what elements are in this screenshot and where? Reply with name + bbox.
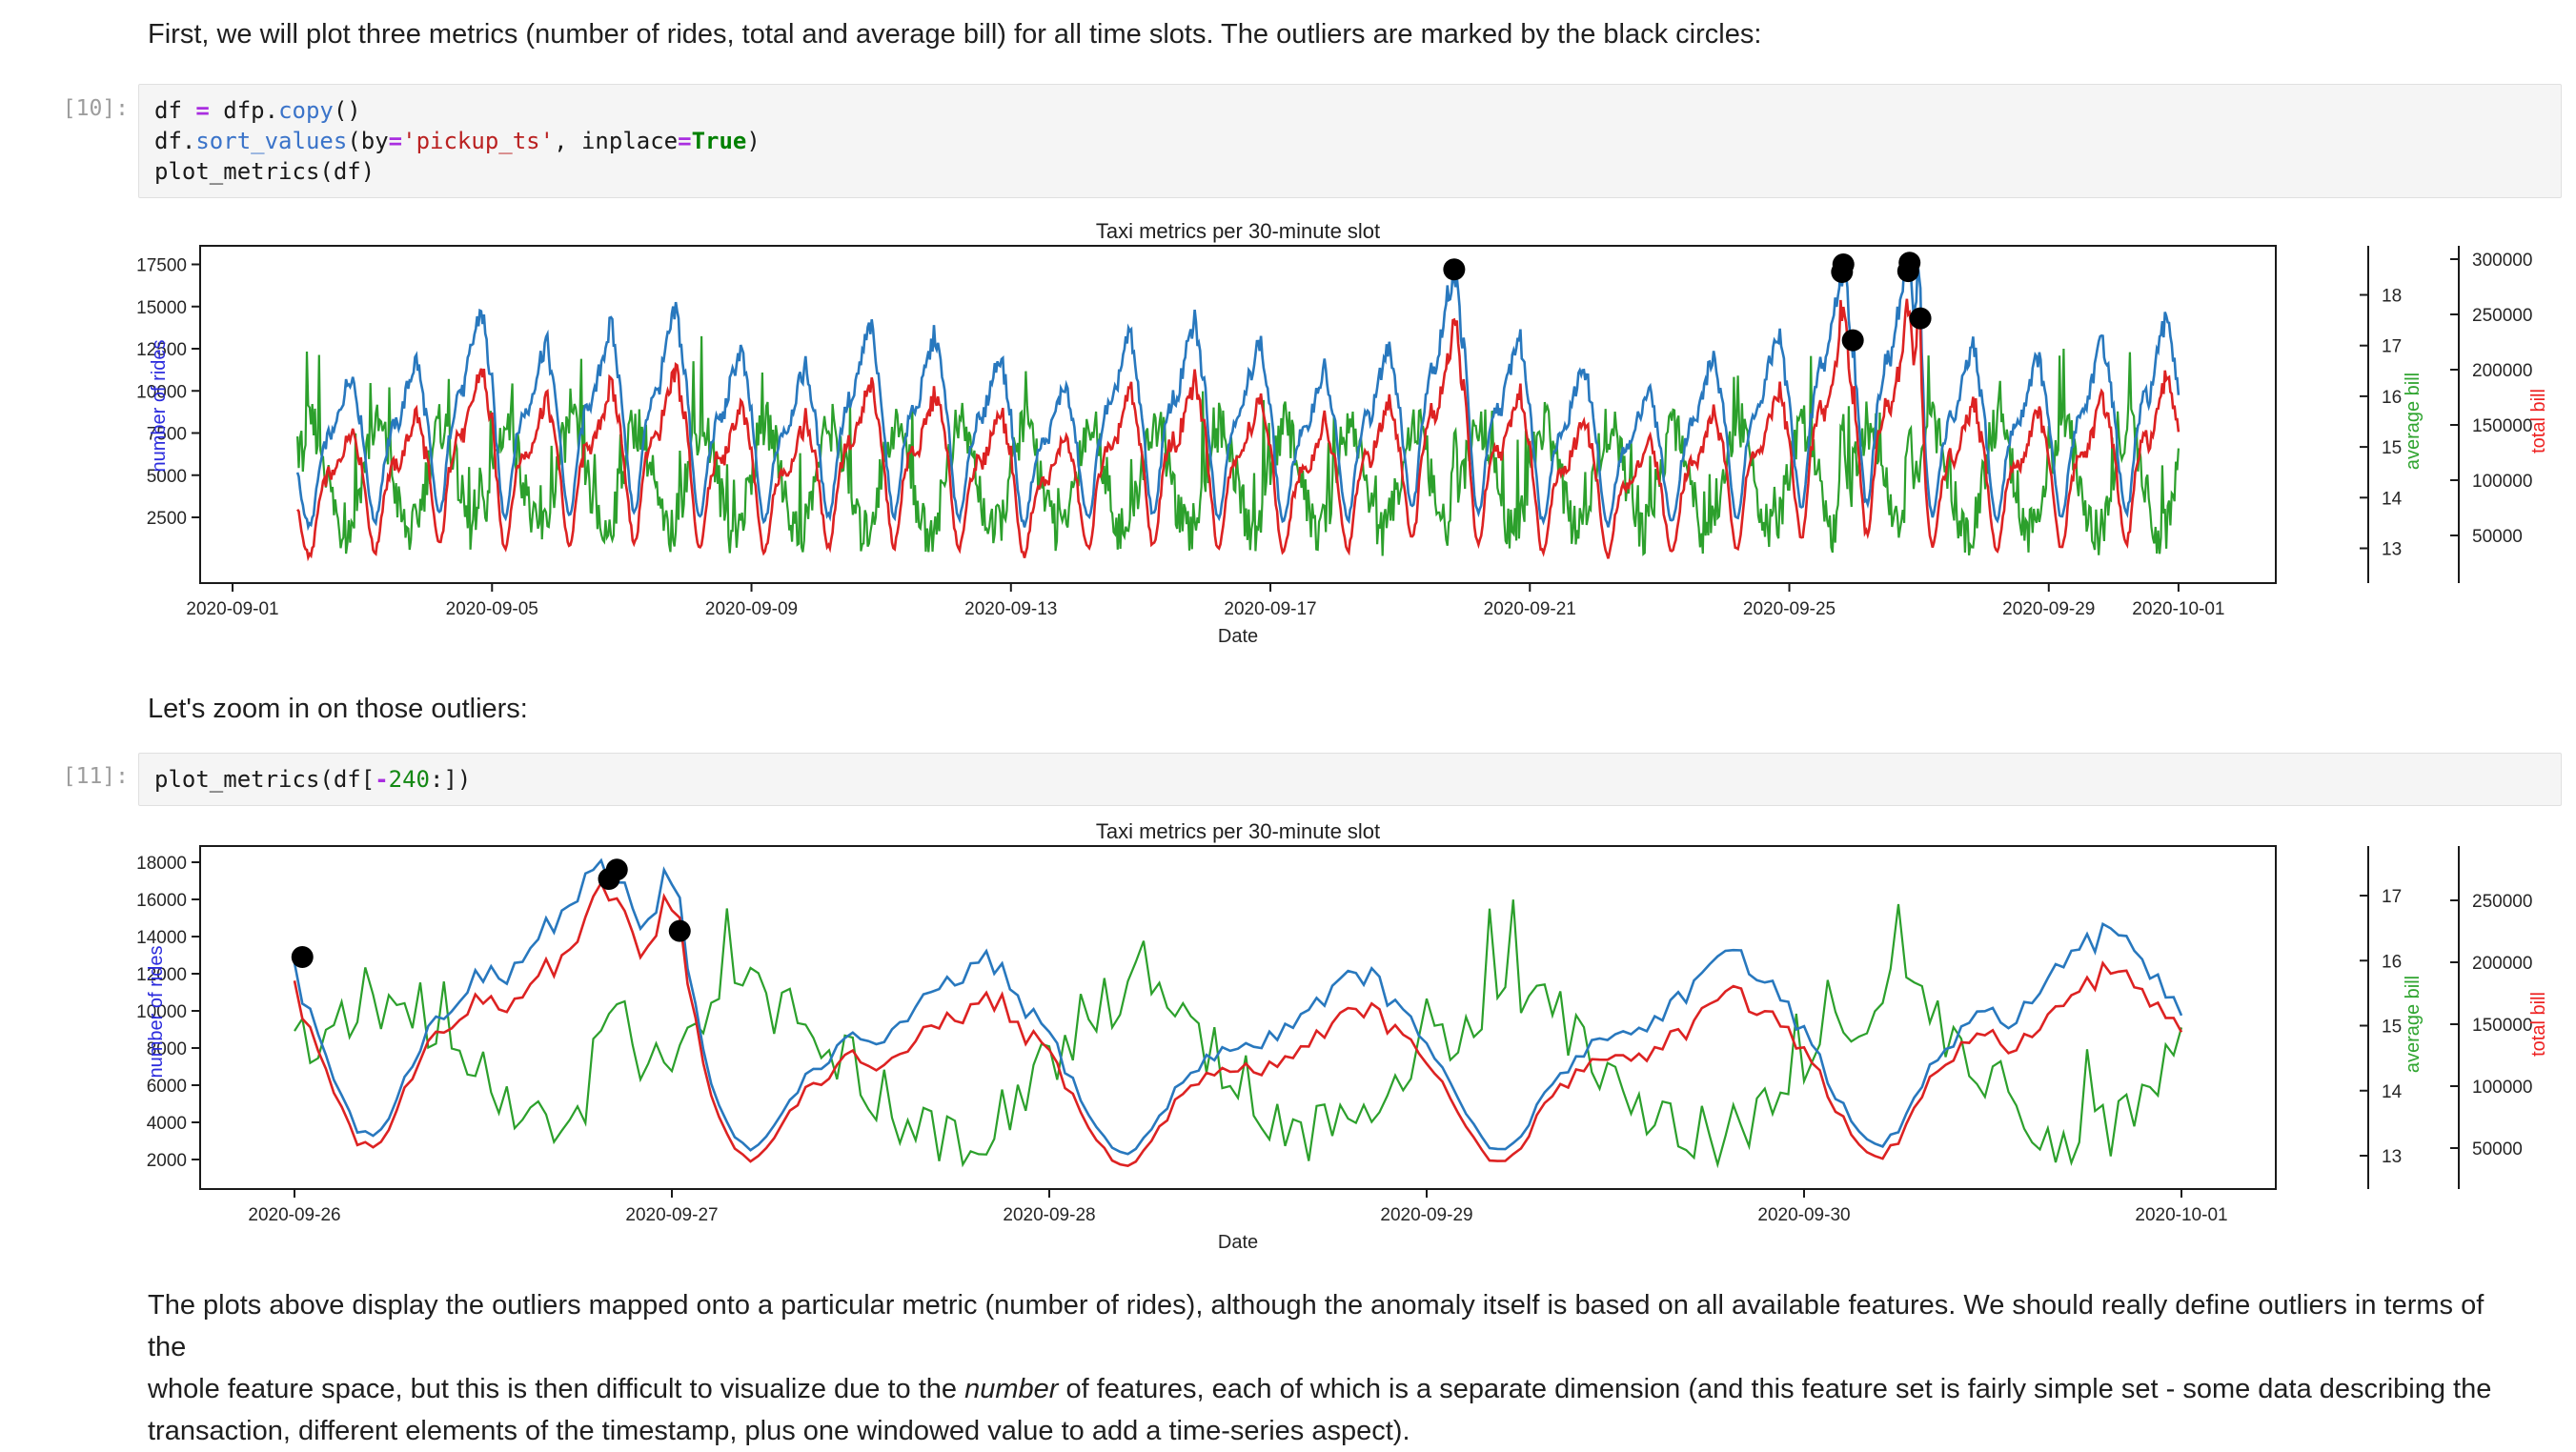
conclusion-line-1: The plots above display the outliers map… <box>148 1290 2485 1362</box>
svg-text:2020-09-25: 2020-09-25 <box>1743 599 1836 619</box>
svg-text:2020-09-13: 2020-09-13 <box>964 599 1057 619</box>
svg-text:300000: 300000 <box>2472 251 2532 271</box>
svg-text:200000: 200000 <box>2472 361 2532 381</box>
outlier-dot <box>1841 329 1864 352</box>
svg-text:10000: 10000 <box>136 1002 187 1022</box>
svg-text:2020-10-01: 2020-10-01 <box>2135 1205 2227 1225</box>
svg-text:150000: 150000 <box>2472 416 2532 436</box>
svg-text:7500: 7500 <box>147 425 187 445</box>
svg-text:15: 15 <box>2382 1018 2402 1038</box>
svg-text:2020-09-09: 2020-09-09 <box>705 599 798 619</box>
total-bill-line <box>293 879 2183 1167</box>
markdown-intro: First, we will plot three metrics (numbe… <box>148 19 1762 50</box>
svg-text:5000: 5000 <box>147 467 187 487</box>
svg-text:number of rides: number of rides <box>149 340 170 473</box>
svg-text:2020-09-05: 2020-09-05 <box>446 599 538 619</box>
svg-text:15000: 15000 <box>136 298 187 318</box>
conclusion-line-3: transaction, different elements of the t… <box>148 1416 1410 1446</box>
outlier-dot <box>1898 252 1921 274</box>
cell-10-input[interactable]: df = dfp.copy() df.sort_values(by='pickup… <box>138 84 2562 198</box>
svg-text:4000: 4000 <box>147 1114 187 1134</box>
cell-10-prompt: [10]: <box>62 96 129 121</box>
svg-text:17500: 17500 <box>136 256 187 276</box>
svg-text:total bill: total bill <box>2528 992 2549 1057</box>
svg-text:14000: 14000 <box>136 928 187 948</box>
svg-text:2020-10-01: 2020-10-01 <box>2132 599 2224 619</box>
svg-text:13: 13 <box>2382 1147 2402 1167</box>
svg-text:Date: Date <box>1218 626 1258 647</box>
total-bill-line <box>296 298 2180 562</box>
svg-text:16: 16 <box>2382 952 2402 972</box>
outlier-dot <box>1443 258 1466 281</box>
svg-text:2020-09-29: 2020-09-29 <box>1380 1205 1472 1225</box>
svg-text:16: 16 <box>2382 388 2402 408</box>
svg-text:6000: 6000 <box>147 1077 187 1097</box>
outlier-dot <box>668 919 691 942</box>
outlier-dot <box>1909 307 1932 330</box>
svg-text:2500: 2500 <box>147 509 187 529</box>
italic-word: number <box>964 1374 1059 1404</box>
outlier-dot <box>605 858 628 881</box>
svg-text:17: 17 <box>2382 337 2402 357</box>
svg-text:2020-09-29: 2020-09-29 <box>2002 599 2095 619</box>
svg-text:14: 14 <box>2382 489 2403 509</box>
svg-text:Date: Date <box>1218 1232 1258 1253</box>
cell-11-prompt: [11]: <box>62 764 129 789</box>
svg-text:50000: 50000 <box>2472 527 2523 547</box>
svg-text:average bill: average bill <box>2403 976 2424 1073</box>
cell-11-input[interactable]: plot_metrics(df[-240:]) <box>138 753 2562 806</box>
outlier-dot <box>291 945 314 968</box>
svg-text:Taxi metrics per 30-minute slo: Taxi metrics per 30-minute slot <box>1096 819 1380 843</box>
svg-text:2020-09-27: 2020-09-27 <box>625 1205 718 1225</box>
svg-text:17: 17 <box>2382 887 2402 907</box>
svg-text:Taxi metrics per 30-minute slo: Taxi metrics per 30-minute slot <box>1096 219 1380 243</box>
svg-text:8000: 8000 <box>147 1039 187 1059</box>
conclusion-line-2: whole feature space, but this is then di… <box>148 1374 2492 1404</box>
svg-text:10000: 10000 <box>136 382 187 402</box>
svg-text:18000: 18000 <box>136 854 187 874</box>
rides-line <box>295 253 2180 532</box>
svg-text:150000: 150000 <box>2472 1016 2532 1036</box>
svg-text:12500: 12500 <box>136 340 187 360</box>
svg-text:50000: 50000 <box>2472 1139 2523 1160</box>
markdown-conclusion: The plots above display the outliers map… <box>148 1284 2492 1452</box>
svg-text:2020-09-21: 2020-09-21 <box>1484 599 1576 619</box>
svg-text:2000: 2000 <box>147 1151 187 1171</box>
outlier-dot <box>1832 253 1855 275</box>
svg-text:2020-09-01: 2020-09-01 <box>186 599 278 619</box>
svg-text:number of rides: number of rides <box>146 946 167 1079</box>
svg-text:250000: 250000 <box>2472 306 2532 326</box>
svg-text:2020-09-28: 2020-09-28 <box>1003 1205 1095 1225</box>
svg-text:200000: 200000 <box>2472 954 2532 974</box>
svg-text:average bill: average bill <box>2403 373 2424 470</box>
svg-text:100000: 100000 <box>2472 472 2532 492</box>
svg-text:2020-09-17: 2020-09-17 <box>1224 599 1316 619</box>
svg-text:16000: 16000 <box>136 891 187 911</box>
markdown-zoom-note: Let's zoom in on those outliers: <box>148 694 528 724</box>
svg-text:18: 18 <box>2382 287 2402 307</box>
svg-text:2020-09-26: 2020-09-26 <box>248 1205 340 1225</box>
svg-text:100000: 100000 <box>2472 1078 2532 1098</box>
svg-text:15: 15 <box>2382 438 2402 458</box>
svg-text:total bill: total bill <box>2528 389 2549 454</box>
svg-text:12000: 12000 <box>136 965 187 985</box>
avg-bill-line <box>294 899 2183 1169</box>
svg-text:2020-09-30: 2020-09-30 <box>1757 1205 1850 1225</box>
svg-text:14: 14 <box>2382 1082 2403 1102</box>
svg-text:250000: 250000 <box>2472 892 2532 912</box>
avg-bill-line <box>296 335 2180 556</box>
svg-text:13: 13 <box>2382 540 2402 560</box>
